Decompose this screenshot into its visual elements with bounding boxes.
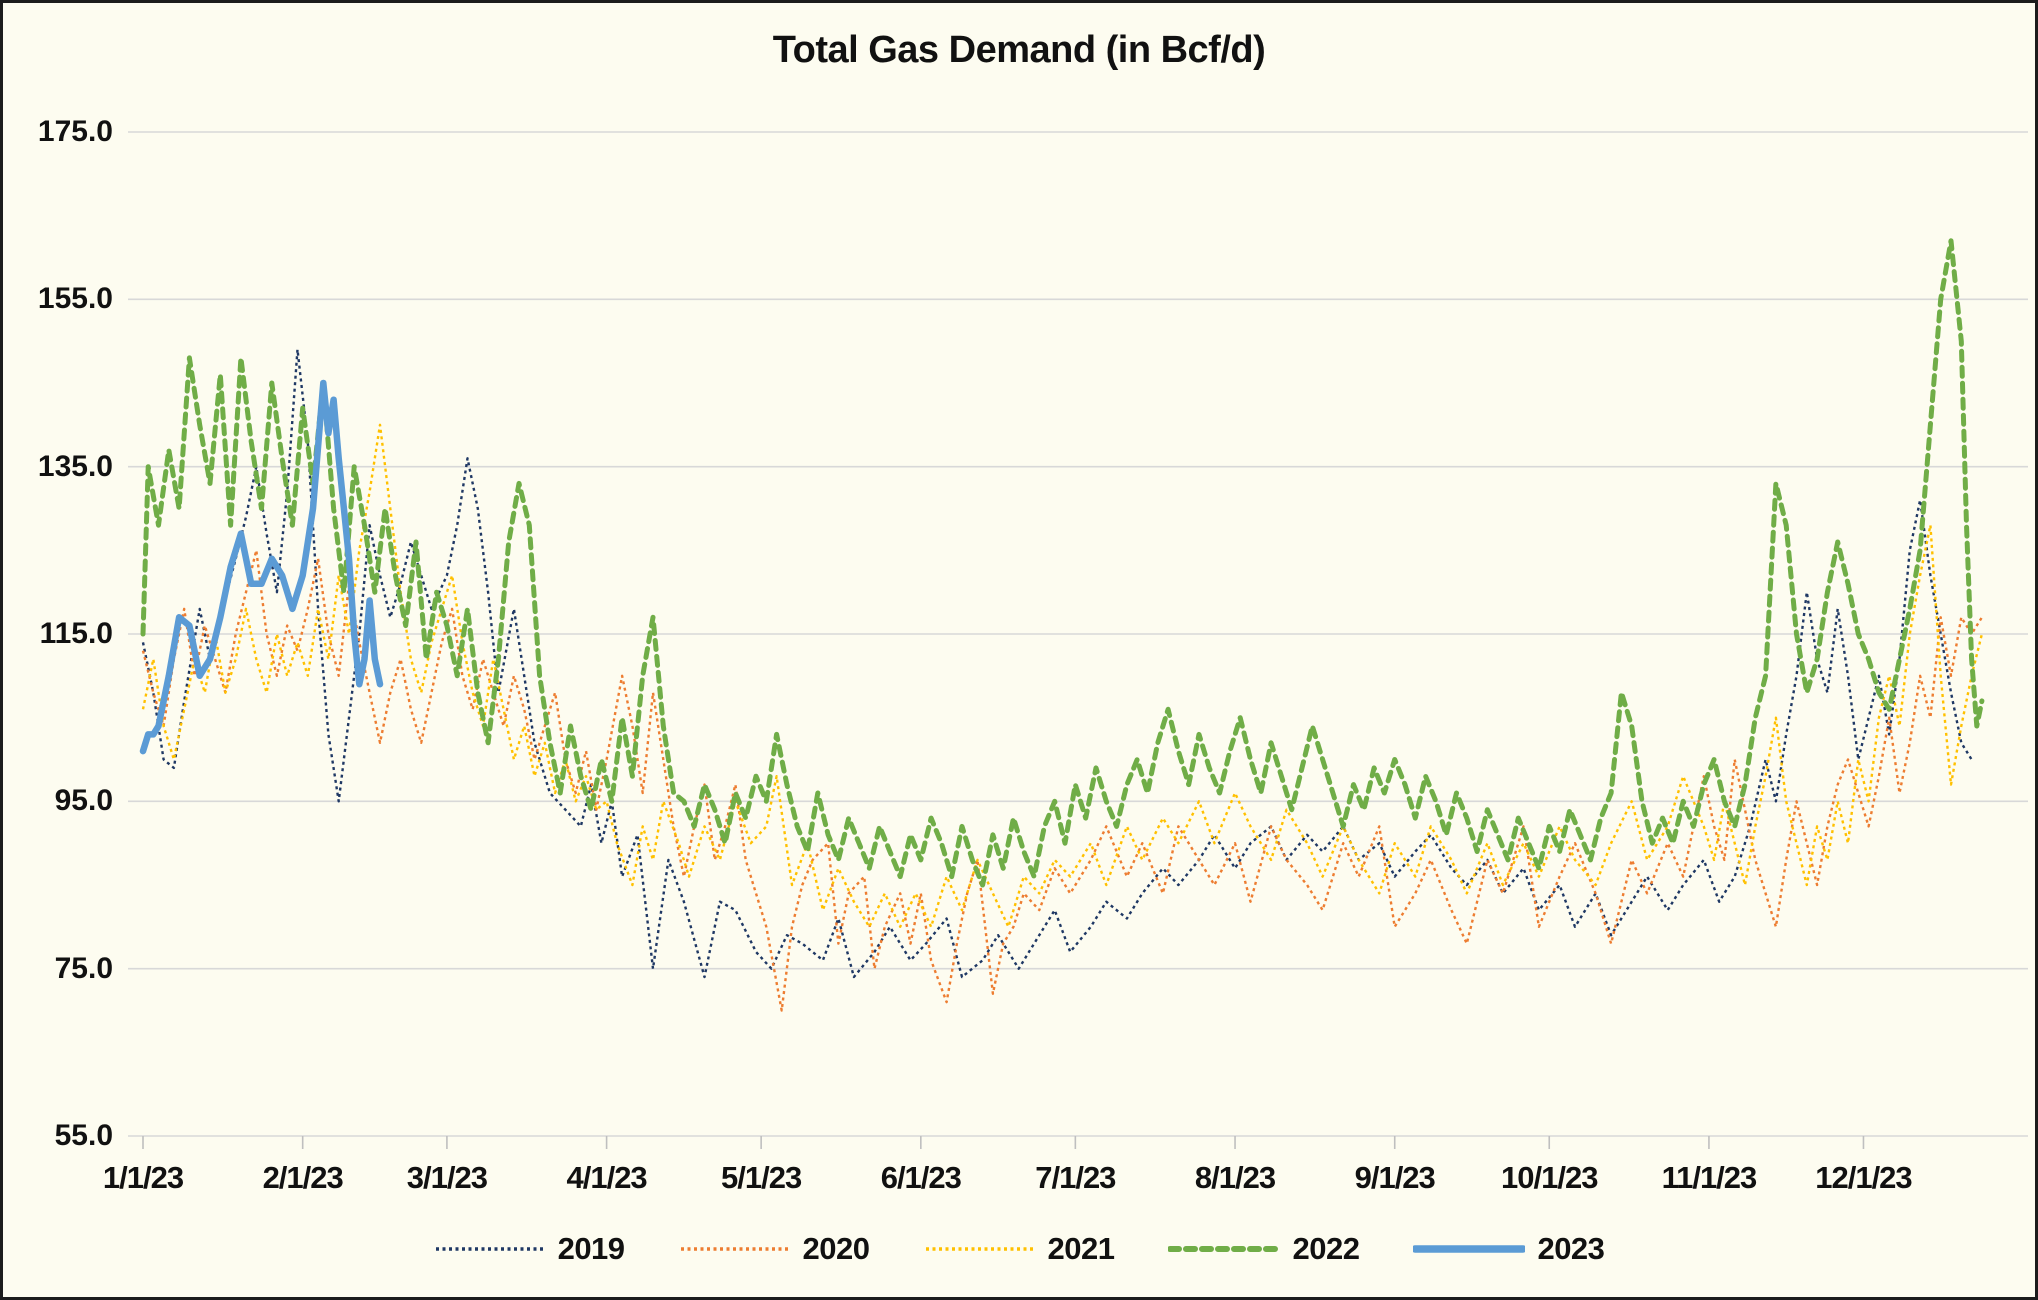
legend-label: 2022 xyxy=(1292,1231,1360,1266)
x-tick-label: 3/1/23 xyxy=(406,1160,488,1195)
x-tick-label: 7/1/23 xyxy=(1035,1160,1116,1195)
y-tick-label: 135.0 xyxy=(37,449,113,483)
x-tick-label: 10/1/23 xyxy=(1501,1160,1598,1195)
legend-label: 2020 xyxy=(802,1231,870,1266)
y-tick-label: 155.0 xyxy=(37,282,113,316)
series-line-2021 xyxy=(141,423,1984,928)
y-tick-label: 115.0 xyxy=(39,617,113,650)
y-tick-label: 55.0 xyxy=(54,1119,113,1152)
legend-item-2023: 2023 xyxy=(1413,1231,1605,1267)
series-line-2022 xyxy=(140,238,1985,888)
legend-item-2019: 2019 xyxy=(434,1231,625,1267)
series-line-2019 xyxy=(141,348,1973,979)
legend-line-swatch xyxy=(1168,1246,1281,1252)
chart-title: Total Gas Demand (in Bcf/d) xyxy=(772,29,1266,71)
x-tick-label: 5/1/23 xyxy=(721,1160,802,1195)
legend-item-2020: 2020 xyxy=(679,1231,870,1267)
legend-label: 2023 xyxy=(1537,1231,1605,1266)
legend-line-swatch xyxy=(925,1247,1034,1251)
x-tick-label: 1/1/23 xyxy=(102,1160,184,1195)
x-tick-label: 2/1/23 xyxy=(262,1160,344,1195)
legend-line-swatch xyxy=(1413,1245,1526,1253)
series-line-2020 xyxy=(141,549,1983,1012)
x-tick-label: 6/1/23 xyxy=(880,1160,962,1195)
legend-line-swatch xyxy=(680,1247,789,1251)
x-tick-label: 12/1/23 xyxy=(1815,1160,1912,1195)
x-tick-label: 8/1/23 xyxy=(1194,1160,1276,1195)
x-tick-label: 9/1/23 xyxy=(1354,1160,1436,1195)
y-tick-label: 75.0 xyxy=(54,951,113,985)
legend-line-swatch xyxy=(435,1247,544,1251)
series-line-2023 xyxy=(139,379,384,755)
y-tick-label: 95.0 xyxy=(54,784,113,818)
gas-demand-line-chart xyxy=(128,131,2028,1149)
legend-label: 2019 xyxy=(557,1231,625,1266)
legend-item-2021: 2021 xyxy=(924,1231,1115,1267)
chart-legend: 2019 2020 2021 2022 2023 xyxy=(3,1231,2035,1267)
legend-item-2022: 2022 xyxy=(1168,1231,1360,1267)
legend-label: 2021 xyxy=(1047,1231,1115,1266)
y-tick-label: 175.0 xyxy=(37,115,113,148)
x-tick-label: 4/1/23 xyxy=(566,1160,647,1195)
x-tick-label: 11/1/23 xyxy=(1661,1160,1758,1195)
